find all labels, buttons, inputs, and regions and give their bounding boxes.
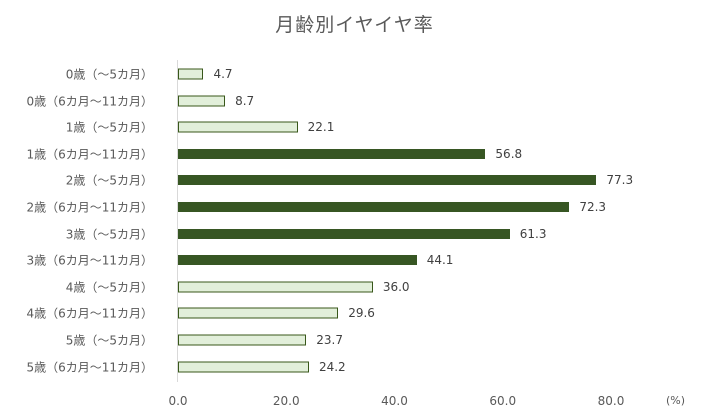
bar[interactable] — [178, 361, 309, 373]
bar[interactable] — [178, 95, 226, 107]
bar[interactable] — [178, 307, 339, 319]
bar[interactable] — [178, 281, 373, 293]
category-label: 4歳（〜5カ月） — [65, 280, 153, 295]
bar[interactable] — [178, 202, 570, 212]
x-tick-label: 0.0 — [168, 394, 188, 408]
x-tick-label: 80.0 — [597, 394, 625, 408]
category-label: 3歳（〜5カ月） — [65, 227, 153, 242]
x-tick-label: 60.0 — [489, 394, 517, 408]
data-label: 44.1 — [426, 253, 454, 268]
category-label: 4歳（6カ月〜11カ月） — [26, 306, 153, 321]
category-label: 0歳（6カ月〜11カ月） — [26, 94, 153, 109]
data-label: 4.7 — [213, 67, 233, 81]
data-label: 23.7 — [316, 333, 343, 347]
bar[interactable] — [178, 68, 204, 80]
category-label: 3歳（6カ月〜11カ月） — [26, 253, 153, 268]
bar[interactable] — [178, 334, 307, 346]
data-label: 61.3 — [519, 226, 547, 241]
bar[interactable] — [178, 175, 597, 186]
x-tick-label: 20.0 — [272, 394, 300, 408]
category-label: 5歳（6カ月〜11カ月） — [26, 360, 153, 375]
data-label: 36.0 — [382, 279, 410, 294]
bar[interactable] — [178, 228, 510, 239]
data-label: 56.8 — [495, 146, 523, 161]
data-label: 8.7 — [235, 93, 255, 108]
category-label: 1歳（6カ月〜11カ月） — [26, 147, 153, 162]
chart-title: 月齢別イヤイヤ率 — [275, 14, 434, 36]
category-label: 5歳（〜5カ月） — [65, 333, 153, 348]
bar[interactable] — [178, 255, 417, 266]
category-label: 2歳（〜5カ月） — [65, 173, 153, 188]
category-label: 2歳（6カ月〜11カ月） — [26, 200, 153, 215]
data-label: 24.2 — [318, 359, 346, 374]
bar[interactable] — [178, 148, 486, 159]
bar[interactable] — [178, 121, 298, 133]
y-axis-line — [177, 60, 178, 382]
x-tick-label: 40.0 — [381, 394, 408, 408]
category-label: 1歳（〜5カ月） — [65, 120, 153, 135]
data-label: 29.6 — [348, 306, 375, 321]
unit-label: (%) — [666, 394, 686, 407]
data-label: 72.3 — [579, 200, 607, 214]
category-label: 0歳（〜5カ月） — [65, 67, 153, 82]
data-label: 22.1 — [307, 120, 335, 135]
data-label: 77.3 — [606, 173, 634, 188]
